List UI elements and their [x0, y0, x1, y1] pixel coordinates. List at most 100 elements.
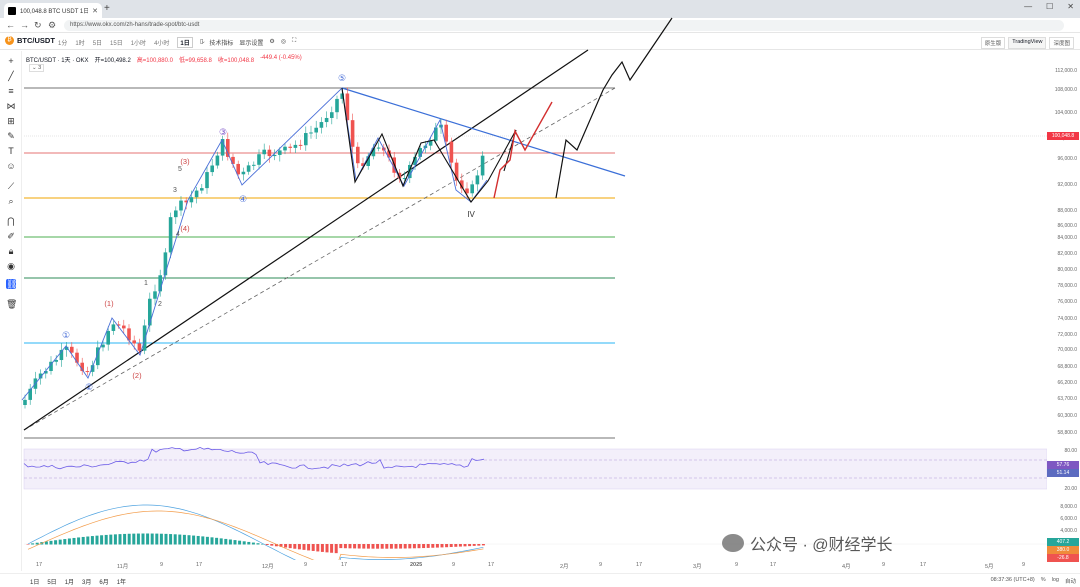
- macd-tick: 6,000.0: [1060, 516, 1077, 522]
- indicator-toggle[interactable]: ⌄ 3: [29, 64, 45, 72]
- price-scale[interactable]: 112,000.0108,000.0104,000.0100,000.096,0…: [1047, 50, 1080, 580]
- view-depth[interactable]: 深度图: [1049, 37, 1074, 49]
- price-tick: 104,000.0: [1054, 110, 1077, 116]
- close-window-icon[interactable]: ✕: [1067, 2, 1074, 11]
- candle-body: [366, 156, 370, 166]
- candle-body: [371, 148, 376, 157]
- macd-bar: [109, 534, 113, 545]
- link-icon[interactable]: ⛓: [6, 279, 18, 289]
- macd-bar: [81, 536, 85, 545]
- lock-icon[interactable]: 🔒︎: [8, 246, 14, 256]
- range-2[interactable]: 1月: [64, 580, 75, 586]
- browser-tab[interactable]: 100,048.8 BTC USDT 1日 价格走势 | ... ✕: [4, 3, 102, 18]
- new-tab-icon[interactable]: +: [104, 3, 110, 14]
- watermark-text: 公众号 · @财经学长: [750, 537, 893, 554]
- lock-drawing-icon[interactable]: ✐: [7, 231, 15, 241]
- range-5[interactable]: 1年: [116, 580, 127, 586]
- range-3[interactable]: 3月: [82, 580, 92, 586]
- macd-bar: [463, 544, 467, 547]
- url-field[interactable]: https://www.okx.com/zh-hans/trade-spot/b…: [64, 20, 1064, 31]
- candle-body: [111, 324, 116, 331]
- display-settings-button[interactable]: 显示设置: [239, 41, 264, 47]
- auto-toggle[interactable]: 自动: [1064, 579, 1076, 585]
- forward-icon[interactable]: →: [20, 20, 29, 30]
- macd-bar: [320, 544, 324, 552]
- candle-body: [330, 112, 334, 118]
- minimize-icon[interactable]: —: [1024, 2, 1033, 11]
- trash-icon[interactable]: 🗑︎: [6, 299, 18, 309]
- candle-body: [179, 200, 183, 211]
- price-tick: 112,000.0: [1055, 68, 1077, 74]
- macd-bar: [127, 533, 131, 545]
- chevron-down-icon[interactable]: ⌄: [200, 39, 206, 45]
- interval-2[interactable]: 5日: [92, 41, 103, 47]
- trendline-icon[interactable]: ╱: [8, 71, 14, 81]
- back-icon[interactable]: ←: [6, 20, 15, 30]
- interval-6[interactable]: 1日: [177, 37, 193, 48]
- range-0[interactable]: 1日: [30, 580, 40, 586]
- range-1[interactable]: 5日: [47, 580, 57, 586]
- candle-body: [44, 370, 48, 374]
- close-tab-icon[interactable]: ✕: [92, 7, 98, 15]
- macd-histogram: [26, 533, 485, 554]
- candle-body: [101, 344, 105, 348]
- gear-icon[interactable]: ⚙: [269, 39, 275, 45]
- wechat-icon: [722, 534, 744, 552]
- fib-icon[interactable]: ⊞: [7, 116, 15, 126]
- macd-bar: [146, 533, 150, 545]
- candle-body: [324, 117, 329, 123]
- wave-label-5: ⑤: [338, 73, 346, 83]
- camera-icon[interactable]: ◎: [280, 39, 286, 45]
- wave-labels: ① ② ③ ④ ⑤ (1) (2) (3) (4) 1 2 3 4 5 IV: [62, 73, 475, 392]
- macd-bar: [265, 544, 269, 546]
- view-tradingview[interactable]: TradingView: [1008, 37, 1047, 49]
- site-info-icon[interactable]: ⚙: [48, 20, 57, 30]
- candle-body: [278, 150, 282, 155]
- candle-body: [319, 122, 324, 128]
- eye-icon[interactable]: ◉: [7, 261, 15, 271]
- percent-toggle[interactable]: %: [1040, 577, 1046, 583]
- pattern-icon[interactable]: ⋈: [6, 101, 16, 111]
- interval-5[interactable]: 4小时: [154, 41, 170, 47]
- zoom-icon[interactable]: ⌕: [8, 196, 14, 206]
- wave-label-m5: 5: [178, 166, 182, 173]
- candle-body: [257, 154, 261, 165]
- red-projection-path: [493, 101, 553, 199]
- interval-4[interactable]: 1小时: [130, 41, 147, 47]
- interval-1[interactable]: 1时: [75, 41, 85, 47]
- candle-body: [340, 93, 344, 99]
- macd-bar: [104, 534, 108, 545]
- crosshair-icon[interactable]: +: [8, 56, 14, 66]
- macd-bar: [58, 539, 62, 545]
- price-tick: 68,800.0: [1057, 364, 1077, 370]
- time-scale[interactable]: 17 11月 9 17 12月 9 17 2025 9 17 2月 9 17 3月 9 17 4月 9 17 5月 9: [0, 561, 1047, 571]
- reload-icon[interactable]: ↻: [34, 20, 42, 30]
- maximize-icon[interactable]: ☐: [1046, 2, 1054, 11]
- symbol-selector[interactable]: ₿ BTC/USDT: [5, 36, 55, 45]
- candle-body: [465, 188, 469, 194]
- horizontal-lines-icon[interactable]: ≡: [8, 86, 14, 96]
- range-4[interactable]: 6月: [99, 580, 109, 586]
- wave-label-p2: (2): [132, 371, 142, 380]
- candle-body: [49, 361, 53, 371]
- macd-bar: [468, 544, 472, 547]
- brush-icon[interactable]: ✎: [7, 131, 15, 141]
- magnet-icon[interactable]: ⋂: [7, 216, 15, 226]
- fullscreen-icon[interactable]: ⛶: [291, 38, 297, 44]
- log-toggle[interactable]: log: [1051, 577, 1059, 583]
- interval-3[interactable]: 15日: [110, 41, 123, 47]
- macd-bar: [353, 544, 357, 549]
- blue-resistance-line: [341, 87, 626, 177]
- ruler-icon[interactable]: ⟋: [7, 181, 15, 191]
- text-icon[interactable]: T: [8, 146, 14, 156]
- price-chart[interactable]: ① ② ③ ④ ⑤ (1) (2) (3) (4) 1 2 3 4 5 IV: [0, 0, 1047, 560]
- macd-bar: [224, 538, 228, 545]
- chart-type-icon[interactable]: ▯: [200, 39, 204, 45]
- legend-change: -449.4 (-0.45%): [260, 55, 302, 61]
- price-tick: 63,700.0: [1057, 396, 1077, 402]
- macd-bar: [178, 534, 182, 545]
- view-native[interactable]: 原生版: [980, 37, 1006, 49]
- emoji-icon[interactable]: ☺: [6, 161, 16, 171]
- indicators-button[interactable]: 技术指标: [209, 41, 234, 47]
- interval-0[interactable]: 1分: [58, 41, 68, 47]
